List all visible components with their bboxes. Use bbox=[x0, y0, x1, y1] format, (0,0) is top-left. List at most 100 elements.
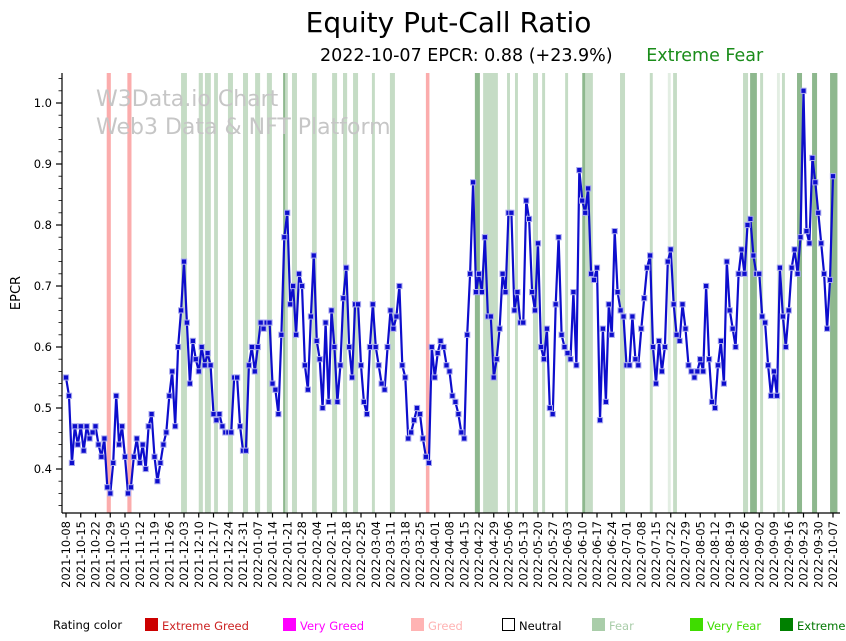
epcr-marker bbox=[493, 356, 500, 363]
x-tick-label: 2022-07-29 bbox=[679, 521, 693, 588]
x-tick-label: 2022-09-30 bbox=[811, 521, 825, 588]
epcr-marker bbox=[549, 411, 556, 418]
epcr-marker bbox=[411, 417, 418, 424]
epcr-marker bbox=[180, 258, 188, 265]
rating-band-fear bbox=[483, 73, 498, 513]
rating-band-greed bbox=[106, 73, 111, 513]
x-tick-label: 2022-05-06 bbox=[502, 521, 516, 588]
y-tick-label: 0.4 bbox=[34, 462, 52, 476]
epcr-marker bbox=[664, 258, 671, 265]
epcr-marker bbox=[154, 478, 161, 485]
epcr-marker bbox=[800, 87, 807, 94]
epcr-marker bbox=[213, 417, 220, 424]
legend-swatch bbox=[780, 618, 793, 631]
epcr-marker bbox=[452, 398, 459, 405]
epcr-marker bbox=[313, 337, 320, 344]
x-tick-label: 2021-12-31 bbox=[236, 521, 250, 588]
x-tick-label: 2021-12-17 bbox=[207, 521, 221, 588]
epcr-marker bbox=[437, 337, 444, 344]
epcr-marker bbox=[366, 343, 373, 351]
epcr-marker bbox=[647, 252, 654, 259]
epcr-marker bbox=[151, 453, 158, 460]
epcr-marker bbox=[298, 282, 306, 290]
legend-item-neutral: Neutral bbox=[502, 618, 561, 633]
epcr-marker bbox=[89, 429, 96, 436]
epcr-marker bbox=[98, 453, 105, 460]
epcr-marker bbox=[228, 429, 235, 436]
epcr-marker bbox=[475, 270, 483, 277]
epcr-marker bbox=[779, 313, 786, 320]
epcr-marker bbox=[65, 392, 73, 399]
epcr-marker bbox=[195, 368, 202, 375]
x-tick-label: 2022-06-10 bbox=[575, 521, 589, 588]
epcr-marker bbox=[133, 435, 140, 442]
epcr-marker bbox=[523, 197, 530, 204]
epcr-marker bbox=[354, 301, 362, 308]
epcr-marker bbox=[272, 386, 279, 393]
x-tick-label: 2021-11-26 bbox=[162, 521, 176, 588]
legend-swatch bbox=[411, 618, 424, 631]
epcr-marker bbox=[207, 362, 214, 369]
epcr-marker bbox=[310, 252, 317, 259]
epcr-marker bbox=[334, 398, 341, 405]
epcr-marker bbox=[605, 301, 612, 308]
epcr-marker bbox=[658, 368, 665, 375]
epcr-marker bbox=[602, 398, 609, 405]
epcr-marker bbox=[458, 429, 465, 436]
epcr-marker bbox=[192, 356, 199, 363]
epcr-marker bbox=[360, 398, 367, 405]
epcr-marker bbox=[558, 331, 565, 338]
epcr-marker bbox=[349, 374, 356, 381]
epcr-marker bbox=[281, 234, 288, 241]
epcr-marker bbox=[464, 331, 471, 338]
x-tick-label: 2021-10-22 bbox=[89, 521, 103, 588]
epcr-marker bbox=[732, 343, 739, 351]
epcr-marker bbox=[708, 398, 716, 405]
x-tick-label: 2021-10-08 bbox=[59, 521, 73, 588]
epcr-marker bbox=[290, 282, 297, 290]
epcr-marker bbox=[331, 343, 338, 351]
x-tick-label: 2021-11-12 bbox=[133, 521, 147, 588]
x-tick-label: 2022-09-09 bbox=[767, 521, 781, 588]
legend-swatch bbox=[502, 618, 515, 631]
epcr-marker bbox=[434, 350, 441, 357]
epcr-marker bbox=[599, 325, 606, 332]
y-tick-label: 0.7 bbox=[34, 279, 52, 293]
rating-band-fear bbox=[565, 73, 569, 513]
epcr-marker bbox=[139, 441, 146, 448]
epcr-marker bbox=[490, 374, 497, 381]
epcr-marker bbox=[110, 459, 117, 466]
axes: 0.4 0.5 0.6 0.7 0.8 0.9 1.0 2021-10-08 2021-10-1… bbox=[34, 73, 840, 588]
epcr-marker bbox=[593, 264, 601, 271]
epcr-marker bbox=[74, 441, 81, 448]
epcr-marker bbox=[629, 313, 636, 320]
x-tick-label: 2022-01-07 bbox=[251, 521, 265, 588]
x-tick-label: 2022-10-07 bbox=[826, 521, 840, 588]
chart-subtitle: 2022-10-07 EPCR: 0.88 (+23.9%) Extreme F… bbox=[320, 46, 763, 66]
rating-band-fear_strong bbox=[797, 73, 803, 513]
x-tick-label: 2022-09-16 bbox=[782, 521, 796, 588]
epcr-marker bbox=[293, 331, 300, 338]
epcr-marker bbox=[384, 343, 391, 351]
epcr-marker bbox=[582, 209, 589, 216]
epcr-marker bbox=[257, 319, 264, 326]
epcr-marker bbox=[357, 362, 365, 369]
epcr-marker bbox=[543, 325, 550, 332]
epcr-marker bbox=[676, 337, 683, 344]
x-tick-label: 2022-04-22 bbox=[472, 521, 486, 588]
epcr-marker bbox=[611, 228, 618, 235]
epcr-marker bbox=[86, 435, 93, 442]
y-tick-label: 0.5 bbox=[34, 401, 52, 415]
epcr-marker bbox=[794, 270, 801, 277]
x-tick-label: 2022-03-18 bbox=[398, 521, 412, 588]
x-tick-label: 2022-03-25 bbox=[413, 521, 427, 588]
epcr-marker bbox=[821, 270, 828, 277]
rating-band-fear bbox=[542, 73, 546, 513]
x-tick-label: 2021-12-10 bbox=[192, 521, 206, 588]
epcr-marker bbox=[472, 289, 480, 296]
epcr-marker bbox=[461, 435, 468, 442]
legend-item-label: Extreme Greed bbox=[162, 619, 249, 633]
epcr-marker bbox=[723, 258, 730, 265]
epcr-marker bbox=[703, 282, 710, 290]
